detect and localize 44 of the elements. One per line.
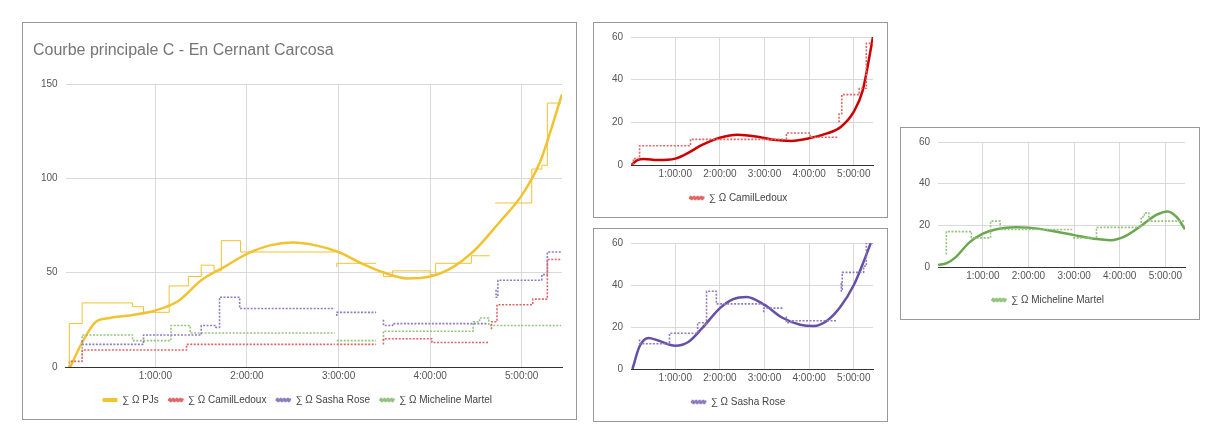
x-tick-label: 2:00:00	[230, 369, 265, 381]
x-tick-label: 5:00:00	[505, 369, 539, 381]
y-tick-label: 150	[41, 77, 59, 89]
x-tick-label: 3:00:00	[321, 369, 356, 381]
x-tick-label: 2:00:00	[703, 371, 738, 383]
x-tick-label: 5:00:00	[837, 167, 871, 179]
x-tick-label: 2:00:00	[703, 167, 738, 179]
x-tick-label: 1:00:00	[658, 371, 693, 383]
y-tick-label: 0	[617, 158, 624, 170]
legend-label: ∑ Ω PJs	[122, 393, 159, 405]
legend-label: ∑ Ω Sasha Rose	[710, 395, 786, 407]
y-tick-label: 20	[612, 320, 624, 332]
x-tick-label: 5:00:00	[837, 371, 871, 383]
y-tick-label: 60	[612, 30, 624, 42]
legend-label: ∑ Ω CamilLedoux	[187, 393, 267, 405]
y-tick-label: 50	[46, 266, 59, 278]
y-tick-label: 40	[612, 278, 624, 290]
y-tick-label: 0	[52, 360, 59, 372]
x-tick-label: 3:00:00	[747, 167, 782, 179]
legend-label: ∑ Ω CamilLedoux	[708, 191, 788, 203]
y-tick-label: 60	[919, 135, 931, 147]
x-tick-label: 4:00:00	[792, 371, 827, 383]
x-tick-label: 3:00:00	[1057, 269, 1092, 281]
y-tick-label: 0	[924, 260, 931, 272]
y-tick-label: 20	[919, 219, 931, 231]
x-tick-label: 4:00:00	[413, 369, 448, 381]
x-tick-label: 4:00:00	[1103, 269, 1137, 281]
x-tick-label: 5:00:00	[1148, 269, 1183, 281]
y-tick-label: 0	[617, 362, 624, 374]
y-tick-label: 40	[919, 177, 931, 189]
x-tick-label: 4:00:00	[792, 167, 827, 179]
x-tick-label: 1:00:00	[138, 369, 173, 381]
y-tick-label: 60	[612, 236, 624, 248]
x-tick-label: 1:00:00	[658, 167, 693, 179]
x-tick-label: 1:00:00	[966, 269, 1000, 281]
legend-label: ∑ Ω Micheline Martel	[1011, 293, 1104, 305]
chart-title: Courbe principale C - En Cernant Carcosa	[33, 41, 334, 59]
y-tick-label: 40	[612, 73, 624, 85]
x-tick-label: 2:00:00	[1011, 269, 1046, 281]
legend-label: ∑ Ω Micheline Martel	[399, 393, 492, 405]
x-tick-label: 3:00:00	[747, 371, 782, 383]
y-tick-label: 100	[41, 172, 59, 184]
legend-label: ∑ Ω Sasha Rose	[295, 393, 371, 405]
y-tick-label: 20	[612, 116, 624, 128]
